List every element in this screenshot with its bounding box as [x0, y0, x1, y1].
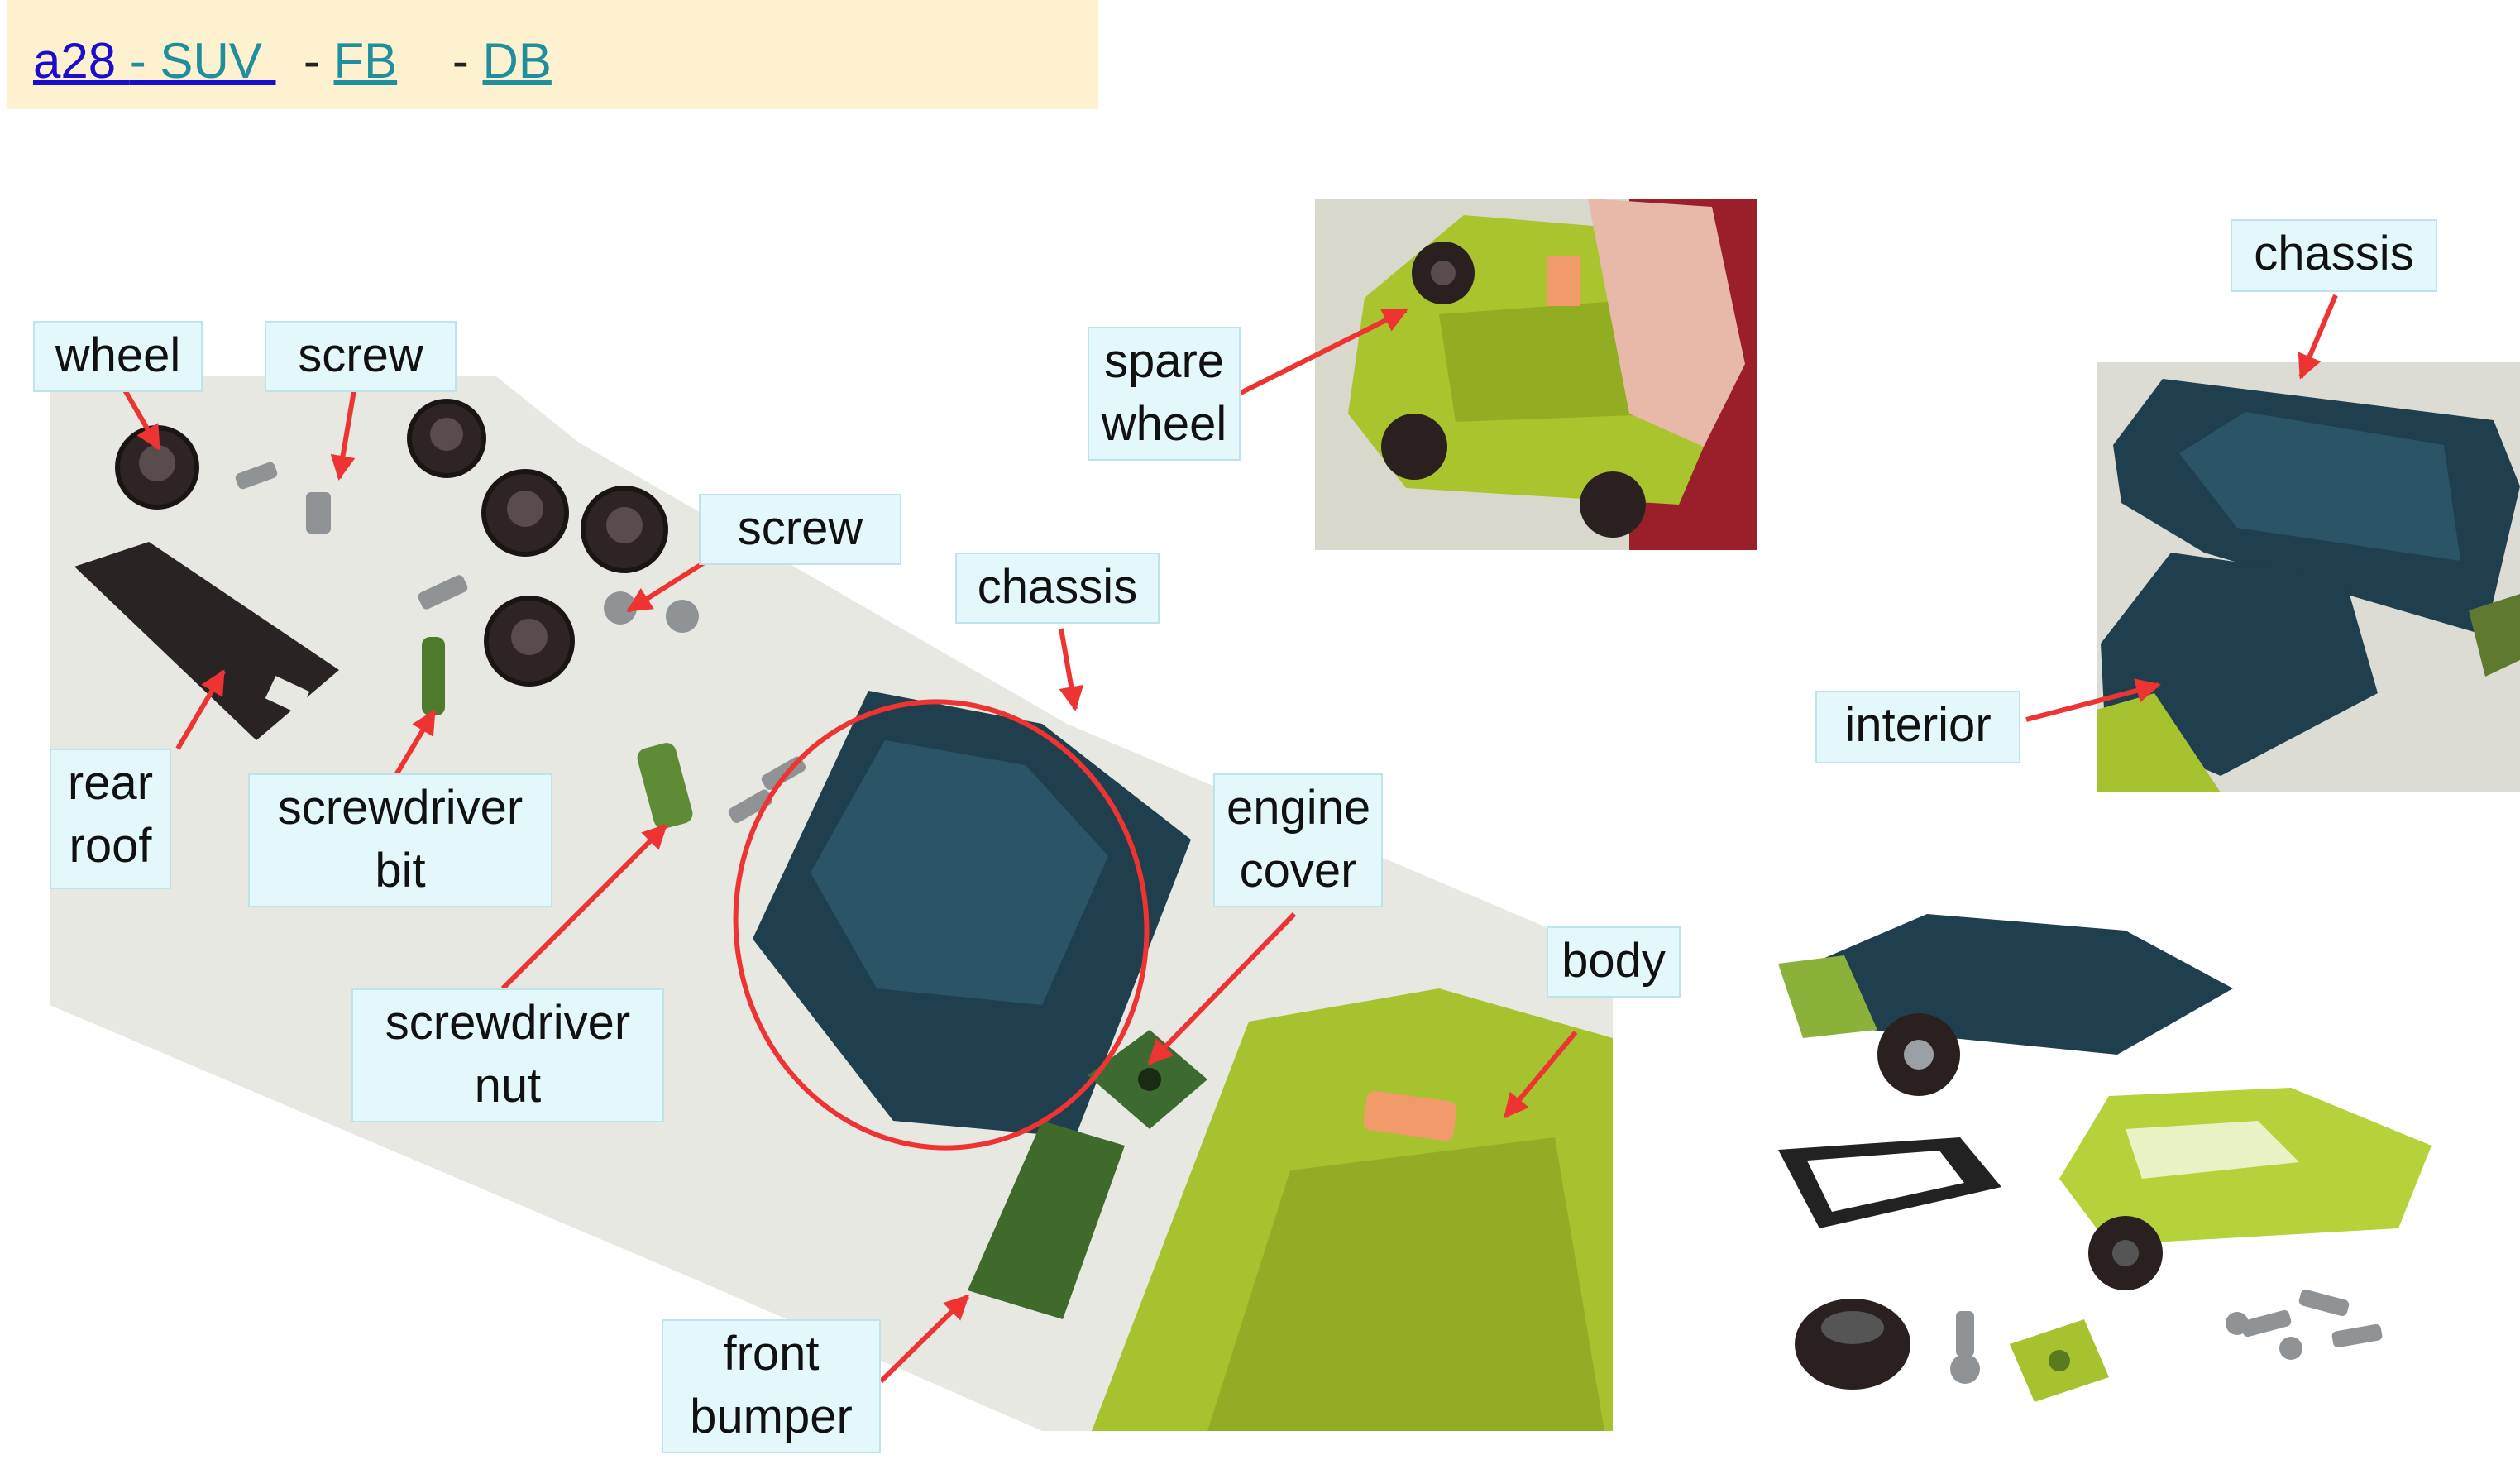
label-interior: interior	[1815, 691, 2020, 763]
label-screwdriver-nut-line2: nut	[474, 1059, 542, 1113]
label-body: body	[1547, 926, 1681, 998]
label-rear-roof: rear roof	[50, 749, 171, 889]
header-links: a28 - SUV - FB - DB	[33, 28, 552, 94]
header-bar: a28 - SUV - FB - DB	[7, 0, 1098, 109]
label-rear-roof-line1: rear	[67, 756, 154, 810]
label-engine-cover-line2: cover	[1239, 844, 1357, 897]
separator: -	[303, 33, 320, 89]
label-screwdriver-nut: screwdriver nut	[351, 988, 664, 1122]
label-spare-wheel-line1: spare	[1103, 334, 1225, 388]
label-screwdriver-nut-line1: screwdriver	[385, 996, 631, 1050]
label-wheel: wheel	[33, 321, 203, 392]
link-fb[interactable]: FB	[333, 33, 398, 89]
label-screw-top: screw	[265, 321, 457, 392]
label-spare-wheel: spare wheel	[1088, 327, 1241, 461]
spare-wheel-photo	[1315, 199, 1757, 550]
chassis-interior-photo	[2097, 362, 2520, 792]
label-front-bumper-line1: front	[723, 1327, 820, 1381]
label-engine-cover: engine cover	[1213, 773, 1383, 907]
label-screw-mid: screw	[699, 494, 901, 565]
link-suv-text: - SUV	[129, 33, 276, 89]
link-a28-text: a28	[33, 33, 130, 89]
label-engine-cover-line1: engine	[1227, 781, 1371, 835]
label-chassis-right: chassis	[2231, 219, 2437, 292]
label-front-bumper-line2: bumper	[690, 1390, 853, 1443]
label-front-bumper: front bumper	[662, 1319, 881, 1453]
link-db[interactable]: DB	[482, 33, 552, 89]
label-chassis-main: chassis	[955, 553, 1160, 624]
label-rear-roof-line2: roof	[69, 819, 152, 873]
product-render	[1762, 897, 2473, 1427]
label-screwdriver-bit-line2: bit	[375, 844, 426, 897]
label-spare-wheel-line2: wheel	[1101, 397, 1227, 451]
label-screwdriver-bit-line1: screwdriver	[277, 781, 524, 835]
label-screwdriver-bit: screwdriver bit	[248, 773, 552, 907]
link-a28[interactable]: a28 - SUV	[33, 33, 275, 89]
separator: -	[452, 33, 469, 89]
